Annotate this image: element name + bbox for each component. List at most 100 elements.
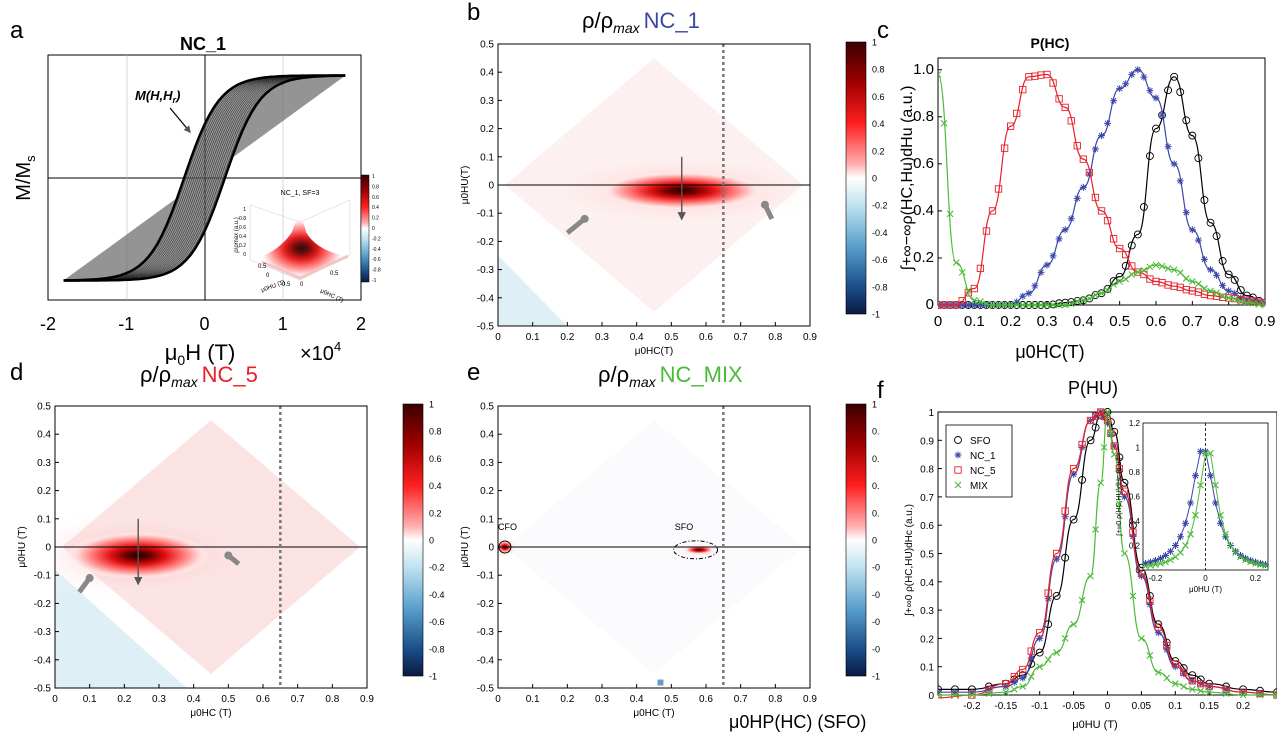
x-tick-label: 0 [495,694,501,705]
marker-nc1 [1163,646,1171,654]
hysteresis-loops [63,74,346,282]
x-tick-label: 0.5 [221,694,235,705]
colorbar [845,403,867,677]
y-tick-label: 0.3 [37,458,51,469]
marker-mix [985,690,993,697]
colorbar-tick: 0.4 [872,119,885,129]
colorbar-tick: 1 [429,400,434,410]
marker-nc1 [1146,87,1154,95]
marker-mix [940,119,948,127]
inset-colorbar-tick: -0.8 [372,268,381,274]
marker-mix [1055,301,1063,309]
marker-sfo [1176,88,1185,97]
x-tick-label: -0.15 [994,701,1017,712]
marker-mix [1070,620,1077,628]
marker-nc1 [1025,289,1033,297]
y-tick-label: 0.2 [913,249,934,266]
legend-label: NC_1 [970,451,996,462]
marker-mix [1152,261,1160,269]
panel-a-xlabel: μ0H (T) [165,340,236,368]
inset-series-nc_1 [1145,450,1266,565]
marker-sfo [1133,230,1142,239]
marker-nc5 [1122,250,1130,259]
colorbar-tick: -0.4 [872,228,888,238]
marker-nc1 [1231,289,1239,297]
colorbar-tick: 0 [872,174,877,184]
marker-nc1 [1182,209,1190,217]
x-tick-label: 0.4 [187,694,201,705]
marker-mix [1180,683,1188,690]
inset-title: NC_1, SF=3 [281,190,320,197]
marker-nc1 [954,451,962,459]
marker-nc5 [994,185,1003,193]
marker-nc5 [1079,155,1087,163]
marker-nc5 [1069,464,1078,473]
marker-nc1 [1104,119,1112,127]
y-tick-label: -0.2 [477,237,495,248]
y-tick-label: 0.4 [37,430,51,441]
marker-mix [964,287,972,294]
x-tick-label: 0.2 [560,694,574,705]
marker-nc1 [1219,281,1227,289]
panel-e: e ρ/ρmax NC_MIX μ0HP(HC) (SFO) 0 0.1 0.2 0.3… [460,359,880,732]
marker-nc5 [1085,168,1094,177]
colorbar-tick: -0.8 [872,282,888,292]
y-tick-label: 0.8 [913,108,934,125]
marker-nc1 [1049,252,1057,260]
panel-f-title: P(HU) [1068,378,1118,398]
panel-a-xtick: 0 [199,314,209,334]
marker-nc1 [1085,170,1093,178]
marker-nc5 [1109,235,1118,243]
marker-nc1 [982,301,990,309]
inset-ytick: 0.5 [258,264,267,270]
colorbar-tick: -1 [429,672,437,682]
inset-ztick: 0.2 [239,243,246,249]
x-tick-label: 0.15 [1199,701,1219,712]
y-tick-label: 0.4 [480,430,494,441]
colorbar-tick: 0. [872,454,880,464]
marker-mix [968,691,976,699]
marker-nc5 [951,692,959,699]
y-tick-label: -0.4 [477,655,495,666]
marker-mix [1213,289,1220,297]
panel-letter-e: e [467,359,480,386]
marker-mix [1140,266,1148,274]
x-tick-label: 0.2 [560,332,574,343]
marker-mix [1163,674,1171,682]
x-tick-label: 0.2 [1000,313,1021,330]
marker-mix [1239,691,1247,699]
y-tick-label: 0.5 [480,402,494,413]
marker-mix [1110,451,1118,458]
panel-f-ylabel: ∫+∞0 ρ(HC,HU)dHc (a.u.) [904,504,915,617]
marker-sfo [1078,475,1087,484]
marker-mix [1255,301,1263,308]
panel-a-xtick: -2 [40,314,56,334]
density-peak [684,545,714,554]
marker-mix [1170,266,1178,274]
panel-letter-f: f [877,377,884,404]
panel-letter-d: d [10,359,23,386]
marker-mix [1043,301,1051,309]
y-tick-label: -0.1 [477,571,495,582]
inset-xtick: 0.2 [1250,574,1262,583]
colorbar [845,41,867,315]
marker-mix [951,691,959,699]
x-tick-label: 0.1 [526,332,540,343]
x-tick-label: 0.8 [325,694,339,705]
y-tick-label: -0.3 [34,627,52,638]
inset-ytick: 0.2 [1129,542,1141,551]
marker-nc5 [1073,142,1081,150]
x-axis-label: μ0HC (T) [190,708,231,719]
marker-mix [1225,294,1233,302]
marker-nc1 [1122,80,1130,88]
marker-mix [1197,687,1205,695]
panel-c-ylabel: ∫+∞−∞ρ(HC,Hu)dHu (a.u.) [899,86,916,272]
marker-mix [1073,298,1081,305]
marker-nc1 [1142,559,1149,567]
y-tick-label: 0.1 [37,514,51,525]
marker-nc5 [988,207,997,215]
marker-nc1 [1158,111,1166,119]
marker-mix [1146,651,1154,659]
inset-ytick: 1 [1136,444,1141,453]
